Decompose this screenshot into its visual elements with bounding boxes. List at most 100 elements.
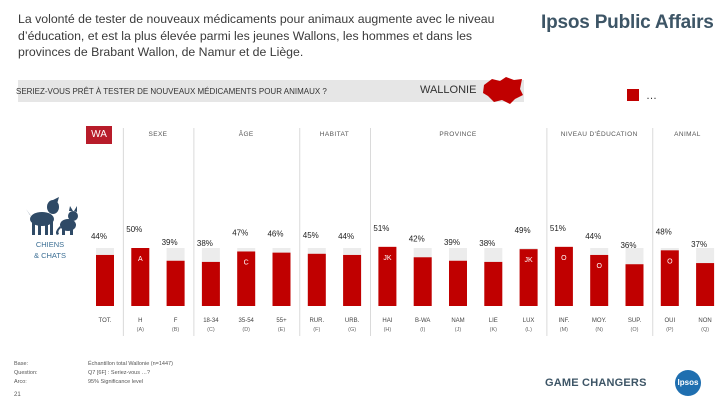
region-code-badge: WA	[86, 126, 112, 144]
bar	[307, 253, 326, 306]
tagline: GAME CHANGERS	[545, 377, 647, 389]
category-code-label: (K)	[490, 327, 498, 333]
category-code-label: (J)	[455, 327, 462, 333]
ipsos-logo: Ipsos	[675, 370, 701, 396]
category-label: INF.	[559, 318, 570, 324]
category-label: F	[174, 318, 178, 324]
footer-line-base: Échantillon total Wallonie (n=1447)	[88, 361, 173, 367]
category-label: OUI	[664, 318, 675, 324]
category-code-label: (F)	[313, 327, 320, 333]
footer-label-question: Question:	[14, 370, 38, 376]
pets-label-line2: & CHATS	[34, 251, 66, 260]
bar-value-label: 44%	[585, 232, 601, 241]
group-header-2: HABITAT	[320, 131, 349, 138]
wallonia-map-icon	[483, 77, 523, 104]
bar-value-label: 46%	[267, 230, 283, 239]
category-label: URB.	[345, 318, 360, 324]
bar-value-label: 38%	[479, 239, 495, 248]
footer-line-question: Q7 [6F] : Seriez-vous …?	[88, 370, 151, 376]
category-label: SUP.	[628, 318, 642, 324]
category-label: 18-34	[203, 318, 219, 324]
bar-value-label: 39%	[444, 238, 460, 247]
category-label: 35-54	[239, 318, 255, 324]
footer-line-significance: 95% Significance level	[88, 379, 144, 385]
dog-cat-icon	[26, 197, 78, 235]
brand-logo-text: Ipsos Public Affairs	[541, 12, 714, 33]
footer-notes: Échantillon total Wallonie (n=1447) Q7 […	[88, 360, 173, 387]
category-label: NON	[698, 318, 711, 324]
bar	[590, 254, 609, 306]
significance-label: O	[667, 258, 673, 265]
question-bar	[18, 80, 524, 102]
category-code-label: (P)	[666, 327, 674, 333]
significance-label: JK	[525, 257, 534, 264]
category-code-label: (O)	[631, 327, 639, 333]
bar-value-label: 47%	[232, 228, 248, 237]
page-number: 21	[14, 392, 21, 398]
category-code-label: (H)	[384, 327, 392, 333]
bar-value-label: 39%	[162, 238, 178, 247]
significance-label: A	[138, 256, 143, 263]
bar-value-label: 49%	[515, 226, 531, 235]
category-code-label: (M)	[560, 327, 568, 333]
region-label: WALLONIE	[420, 84, 477, 96]
bar	[660, 250, 679, 306]
bar	[201, 261, 220, 306]
bar-value-label: 42%	[409, 234, 425, 243]
category-code-label: (A)	[137, 327, 145, 333]
bar-value-label: 37%	[691, 240, 707, 249]
category-label: H	[138, 318, 142, 324]
category-code-label: (L)	[525, 327, 532, 333]
category-code-label: (I)	[420, 327, 425, 333]
pets-label: CHIENS & CHATS	[30, 239, 70, 261]
category-code-label: (E)	[278, 327, 286, 333]
footer-label-arco: Arco:	[14, 379, 27, 385]
bar-value-label: 36%	[620, 241, 636, 250]
category-code-label: (B)	[172, 327, 180, 333]
bar	[131, 248, 150, 306]
significance-label: C	[244, 259, 249, 266]
pets-label-line1: CHIENS	[35, 240, 65, 249]
category-label: HAI	[382, 318, 392, 324]
bar	[554, 246, 573, 306]
category-label: RUR.	[309, 318, 324, 324]
bar-value-label: 38%	[197, 239, 213, 248]
bar	[449, 260, 467, 306]
category-code-label: (N)	[595, 327, 603, 333]
category-label: MOY.	[592, 318, 607, 324]
category-label: NAM	[451, 318, 464, 324]
bar	[237, 251, 256, 306]
footer-labels: Base: Question: Arco:	[14, 360, 38, 387]
legend-label: …	[646, 90, 657, 102]
bar-value-label: 51%	[550, 224, 566, 233]
significance-label: O	[596, 263, 602, 270]
group-header-0: SEXE	[148, 131, 167, 138]
bar	[272, 252, 291, 306]
category-label: 55+	[276, 318, 287, 324]
bar	[166, 260, 185, 306]
category-label: TOT.	[99, 318, 112, 324]
question-text: SERIEZ-VOUS PRÊT À TESTER DE NOUVEAUX MÉ…	[16, 87, 327, 96]
bar	[625, 264, 644, 306]
bar-value-label: 45%	[303, 231, 319, 240]
bar	[343, 254, 362, 306]
bar-value-label: 44%	[338, 232, 354, 241]
significance-label: JK	[383, 255, 392, 262]
significance-label: O	[561, 255, 567, 262]
bar-value-label: 48%	[656, 227, 672, 236]
group-header-3: PROVINCE	[439, 131, 476, 138]
category-label: LIE	[489, 318, 498, 324]
group-header-1: ÂGE	[239, 129, 254, 138]
bar	[484, 261, 503, 306]
category-code-label: (Q)	[701, 327, 709, 333]
bar-value-label: 44%	[91, 232, 107, 241]
group-header-5: ANIMAL	[674, 131, 701, 138]
category-code-label: (D)	[242, 327, 250, 333]
bar-value-label: 50%	[126, 225, 142, 234]
category-code-label: (G)	[348, 327, 356, 333]
footer-label-base: Base:	[14, 361, 29, 367]
bar	[413, 257, 432, 306]
category-code-label: (C)	[207, 327, 215, 333]
group-header-4: NIVEAU D'ÉDUCATION	[561, 129, 638, 138]
